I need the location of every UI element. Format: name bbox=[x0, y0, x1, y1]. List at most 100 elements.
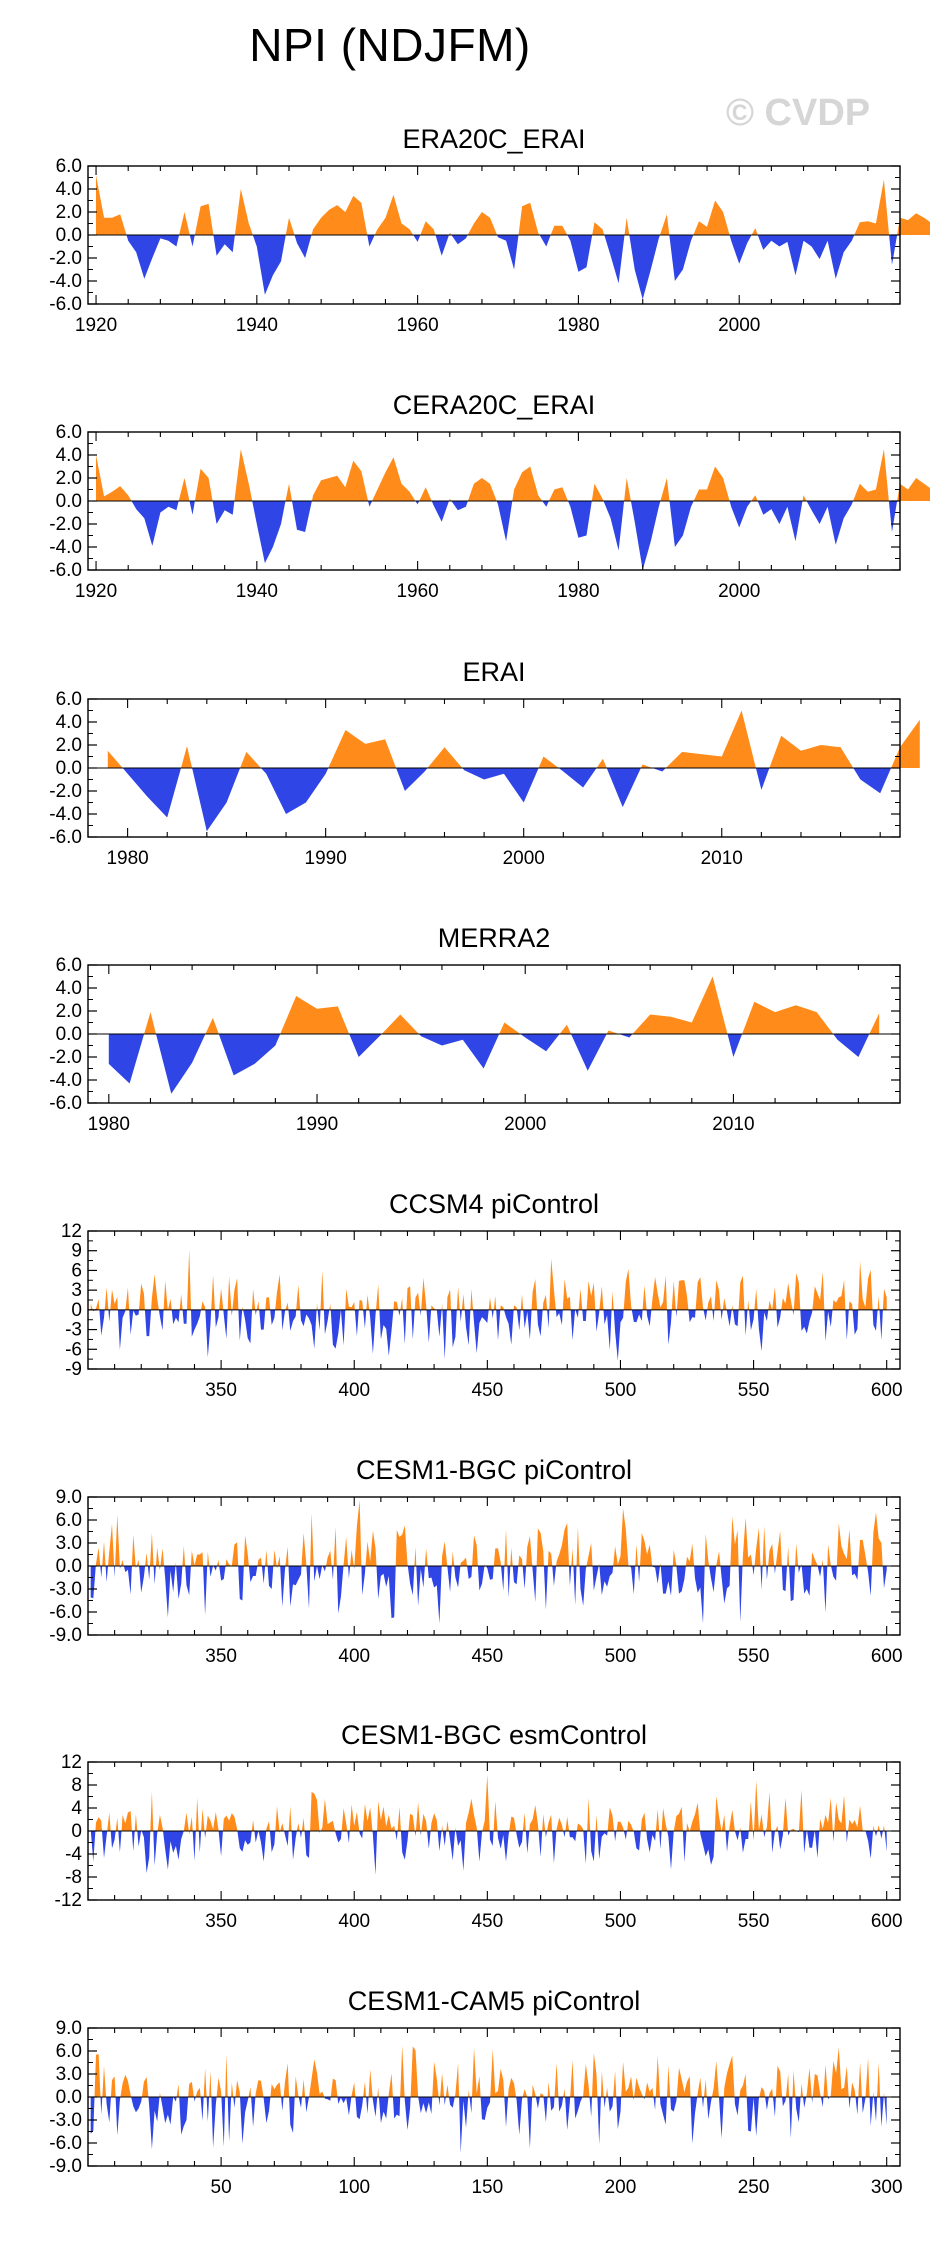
y-tick-label: 9.0 bbox=[56, 1487, 82, 1508]
x-tick-label: 400 bbox=[338, 1380, 370, 1401]
y-tick-label: 2.0 bbox=[56, 1001, 82, 1022]
x-tick-label: 2000 bbox=[718, 581, 760, 602]
y-tick-label: 4 bbox=[71, 1798, 82, 1819]
panel-erai: ERAI 6.04.02.00.0-2.0-4.0-6.0 1980 1990 2000… bbox=[49, 657, 920, 869]
series-area-negative bbox=[90, 1566, 887, 1624]
y-tick-label: -2.0 bbox=[49, 248, 82, 269]
plot-frame bbox=[87, 1230, 901, 1370]
page-title: NPI (NDJFM) bbox=[249, 19, 531, 71]
y-tick-label: 9 bbox=[71, 1241, 82, 1262]
y-tick-label: -4.0 bbox=[49, 271, 82, 292]
panel-merra2: MERRA2 6.04.02.00.0-2.0-4.0-6.0 1980 1990 20… bbox=[49, 923, 901, 1135]
y-tick-label: -4.0 bbox=[49, 1070, 82, 1091]
y-tick-label: 6.0 bbox=[56, 1510, 82, 1531]
series-area-positive bbox=[90, 2045, 887, 2097]
panel-title: CESM1-BGC esmControl bbox=[341, 1720, 647, 1750]
y-tick-label: 2.0 bbox=[56, 735, 82, 756]
y-tick-label: 9.0 bbox=[56, 2018, 82, 2039]
series-area-positive bbox=[90, 1774, 887, 1831]
x-tick-label: 2000 bbox=[718, 315, 760, 336]
x-tick-label: 2010 bbox=[712, 1114, 754, 1135]
x-tick-label: 350 bbox=[205, 1646, 237, 1667]
x-tick-label: 1980 bbox=[557, 315, 599, 336]
x-tick-label: 2010 bbox=[701, 848, 743, 869]
x-tick-label: 600 bbox=[871, 1380, 903, 1401]
x-tick-label: 1960 bbox=[396, 581, 438, 602]
x-tick-label: 500 bbox=[605, 1380, 637, 1401]
y-tick-label: -3.0 bbox=[49, 2110, 82, 2131]
y-tick-label: 6.0 bbox=[56, 2041, 82, 2062]
y-tick-label: -6.0 bbox=[49, 827, 82, 848]
x-tick-label: 1940 bbox=[236, 315, 278, 336]
series-area-negative bbox=[107, 768, 920, 832]
panel-cesm1-bgc-picontrol: CESM1-BGC piControl 9.06.03.00.0-3.0-6.0-… bbox=[49, 1455, 902, 1667]
y-tick-label: 3 bbox=[71, 1280, 82, 1301]
y-tick-label: 0 bbox=[71, 1300, 82, 1321]
x-tick-label: 1980 bbox=[106, 848, 148, 869]
x-tick-label: 100 bbox=[338, 2177, 370, 2198]
panel-title: CERA20C_ERAI bbox=[393, 390, 596, 420]
x-tick-label: 1980 bbox=[557, 581, 599, 602]
x-tick-label: 150 bbox=[471, 2177, 503, 2198]
x-tick-label: 600 bbox=[871, 1911, 903, 1932]
y-tick-label: -6.0 bbox=[49, 560, 82, 581]
y-tick-label: 6.0 bbox=[56, 422, 82, 443]
x-tick-label: 350 bbox=[205, 1380, 237, 1401]
x-tick-label: 2000 bbox=[504, 1114, 546, 1135]
watermark-cvdp: © CVDP bbox=[726, 92, 871, 134]
y-tick-label: -4.0 bbox=[49, 537, 82, 558]
y-tick-label: 3.0 bbox=[56, 1533, 82, 1554]
y-tick-label: 0.0 bbox=[56, 225, 82, 246]
y-tick-label: 0.0 bbox=[56, 758, 82, 779]
x-tick-label: 1990 bbox=[296, 1114, 338, 1135]
x-tick-label: 1990 bbox=[305, 848, 347, 869]
y-tick-label: -9 bbox=[65, 1359, 82, 1380]
x-tick-label: 400 bbox=[338, 1911, 370, 1932]
series-area-negative bbox=[90, 1831, 887, 1875]
x-tick-label: 1940 bbox=[236, 581, 278, 602]
panel-cesm1-cam5-picontrol: CESM1-CAM5 piControl 9.06.03.00.0-3.0-6.0… bbox=[49, 1986, 902, 2198]
y-tick-label: 6.0 bbox=[56, 955, 82, 976]
x-tick-label: 550 bbox=[738, 1911, 770, 1932]
x-tick-label: 300 bbox=[871, 2177, 903, 2198]
x-tick-label: 450 bbox=[471, 1911, 503, 1932]
y-tick-label: -6.0 bbox=[49, 1602, 82, 1623]
y-tick-label: -2.0 bbox=[49, 1047, 82, 1068]
y-tick-label: -4.0 bbox=[49, 804, 82, 825]
y-tick-label: -8 bbox=[65, 1867, 82, 1888]
y-tick-label: 6.0 bbox=[56, 689, 82, 710]
series-area-positive bbox=[96, 449, 930, 501]
series-area-negative bbox=[90, 1309, 887, 1361]
x-tick-label: 1980 bbox=[88, 1114, 130, 1135]
x-tick-label: 550 bbox=[738, 1380, 770, 1401]
x-tick-label: 1960 bbox=[396, 315, 438, 336]
x-tick-label: 350 bbox=[205, 1911, 237, 1932]
y-tick-label: -12 bbox=[55, 1890, 82, 1911]
x-tick-label: 50 bbox=[211, 2177, 232, 2198]
panel-title: ERA20C_ERAI bbox=[402, 124, 585, 154]
y-tick-label: -2.0 bbox=[49, 514, 82, 535]
x-tick-label: 1920 bbox=[75, 315, 117, 336]
x-tick-label: 500 bbox=[605, 1911, 637, 1932]
y-tick-label: -3 bbox=[65, 1320, 82, 1341]
y-tick-label: 8 bbox=[71, 1775, 82, 1796]
y-tick-label: 3.0 bbox=[56, 2064, 82, 2085]
panel-cera20c-erai: CERA20C_ERAI 6.04.02.00.0-2.0-4.0-6.01920… bbox=[49, 390, 930, 602]
series-area-positive bbox=[108, 976, 880, 1034]
x-tick-label: 450 bbox=[471, 1380, 503, 1401]
y-tick-label: 12 bbox=[61, 1752, 82, 1773]
y-tick-label: -6.0 bbox=[49, 2133, 82, 2154]
y-tick-label: 2.0 bbox=[56, 202, 82, 223]
y-tick-label: -6 bbox=[65, 1339, 82, 1360]
x-tick-label: 550 bbox=[738, 1646, 770, 1667]
series-area-positive bbox=[90, 1249, 887, 1310]
y-tick-label: 2.0 bbox=[56, 468, 82, 489]
series-area-positive bbox=[96, 175, 930, 235]
x-tick-label: 600 bbox=[871, 1646, 903, 1667]
x-tick-label: 2000 bbox=[503, 848, 545, 869]
y-tick-label: -9.0 bbox=[49, 1625, 82, 1646]
